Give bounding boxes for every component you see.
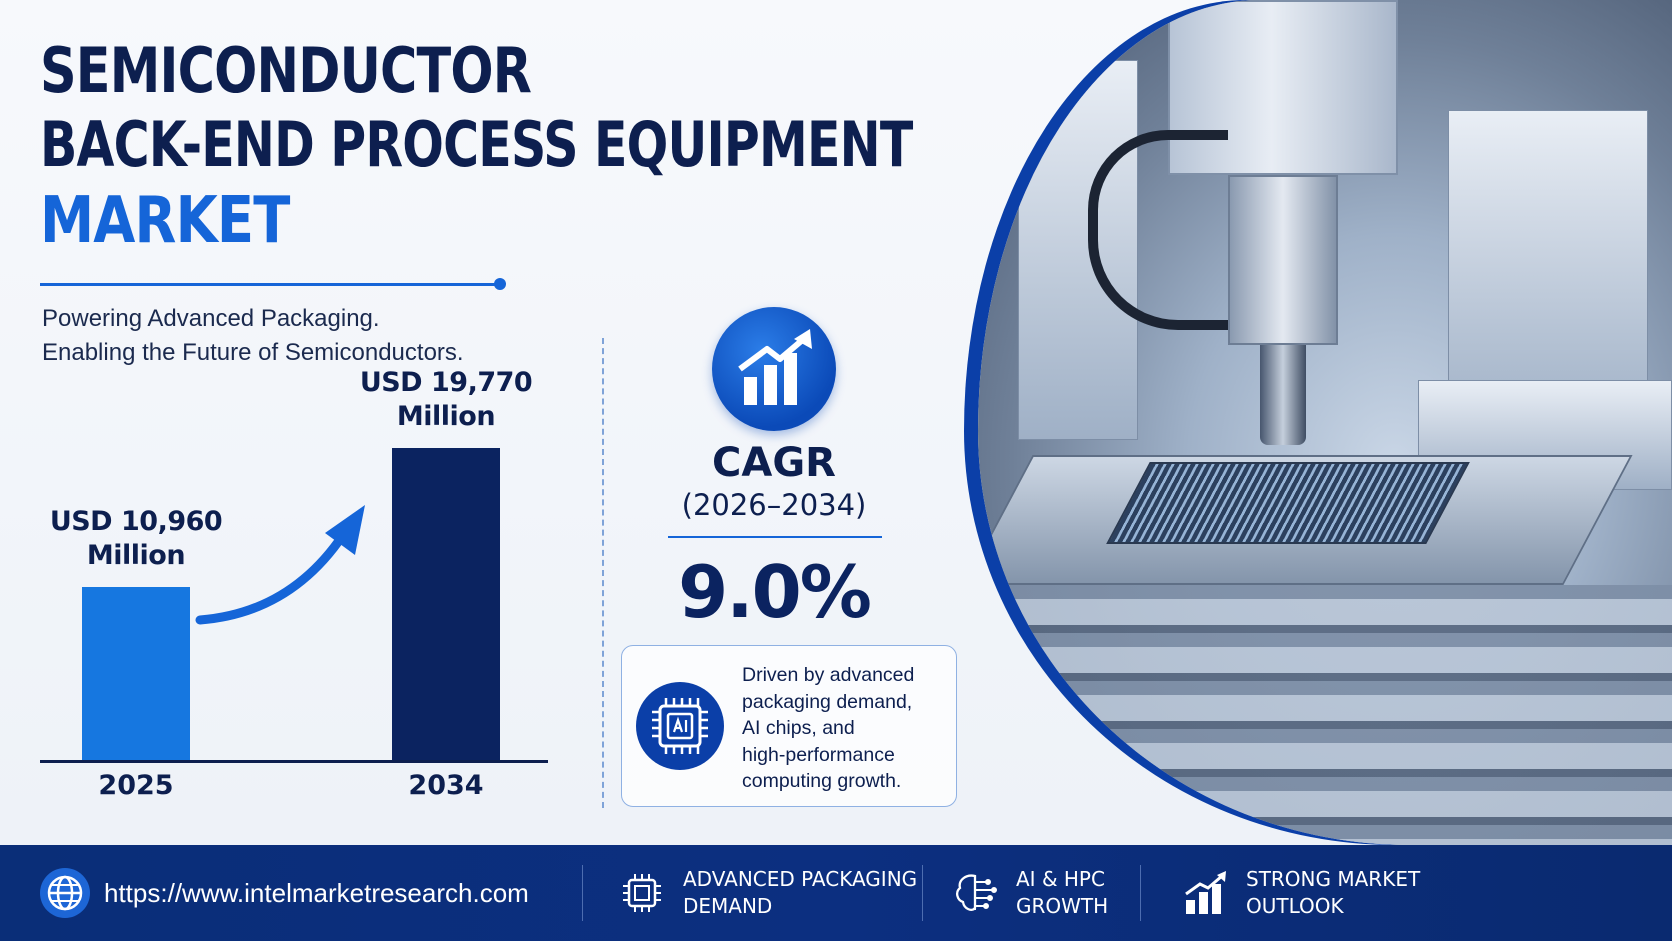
- brain-circuit-icon: [956, 874, 997, 911]
- wafer: [1106, 462, 1470, 544]
- cagr-divider: [668, 536, 882, 538]
- bar-2025: [82, 587, 190, 760]
- growth-arrow-icon: [195, 505, 365, 625]
- footer-label-line: DEMAND: [683, 894, 773, 918]
- footer-label-line: GROWTH: [1016, 894, 1109, 918]
- driver-line: high-performance: [742, 743, 895, 766]
- growth-driver-card: Driven by advanced packaging demand, AI …: [621, 645, 957, 807]
- bar-2034: [392, 448, 500, 760]
- bar-value-label-2034: USD 19,770 Million: [346, 366, 546, 434]
- title-line-2: BACK-END PROCESS EQUIPMENT: [40, 108, 913, 181]
- category-label-2034: 2034: [408, 770, 484, 801]
- bar-value-unit: Million: [396, 401, 496, 432]
- footer-separator: [922, 865, 923, 921]
- bar-chart-icon: [1185, 871, 1226, 914]
- section-divider: [602, 338, 604, 808]
- footer-item-ai-hpc: AI & HPC GROWTH: [948, 845, 1108, 941]
- chart-baseline: [40, 760, 548, 763]
- driver-line: AI chips, and: [742, 717, 855, 739]
- footer-item-market-outlook: STRONG MARKET OUTLOOK: [1178, 845, 1420, 941]
- cagr-value: 9.0%: [678, 550, 872, 634]
- footer-website: https://www.intelmarketresearch.com: [38, 845, 529, 941]
- category-label-2025: 2025: [98, 770, 174, 801]
- footer-bar: https://www.intelmarketresearch.com ADVA…: [0, 845, 1672, 941]
- footer-label-line: OUTLOOK: [1246, 894, 1344, 918]
- footer-label-line: ADVANCED PACKAGING: [683, 867, 918, 891]
- driver-line: computing growth.: [742, 770, 902, 792]
- footer-label: AI & HPC GROWTH: [1016, 866, 1108, 920]
- website-url[interactable]: https://www.intelmarketresearch.com: [104, 877, 529, 908]
- bar-value-amount: USD 19,770: [359, 367, 533, 398]
- footer-label: STRONG MARKET OUTLOOK: [1246, 866, 1420, 920]
- bar-value-label-2025: USD 10,960 Million: [36, 505, 236, 573]
- subtitle-line-2: Enabling the Future of Semiconductors.: [42, 339, 464, 366]
- footer-label: ADVANCED PACKAGING DEMAND: [683, 866, 917, 920]
- subtitle: Powering Advanced Packaging. Enabling th…: [42, 302, 464, 370]
- title-line-1: SEMICONDUCTOR: [40, 34, 532, 107]
- growth-driver-text: Driven by advanced packaging demand, AI …: [742, 662, 948, 795]
- globe-icon: [40, 868, 90, 918]
- footer-separator: [1140, 865, 1141, 921]
- driver-line: Driven by advanced: [742, 664, 915, 686]
- equipment-photo: [978, 0, 1672, 845]
- footer-item-advanced-packaging: ADVANCED PACKAGING DEMAND: [615, 845, 917, 941]
- bar-value-amount: USD 10,960: [49, 506, 223, 537]
- subtitle-line-1: Powering Advanced Packaging.: [42, 305, 380, 332]
- title-line-3: MARKET: [40, 184, 290, 258]
- footer-label-line: STRONG MARKET: [1246, 867, 1421, 891]
- growth-chart-icon: [712, 307, 836, 431]
- title-underline: [40, 283, 502, 286]
- bar-value-unit: Million: [86, 540, 186, 571]
- chip-icon: [623, 874, 661, 912]
- ai-chip-icon: [636, 682, 724, 770]
- cagr-period: (2026–2034): [681, 488, 867, 522]
- cagr-label: CAGR: [712, 440, 836, 486]
- footer-separator: [582, 865, 583, 921]
- title-underline-dot: [494, 278, 506, 290]
- footer-label-line: AI & HPC: [1016, 867, 1105, 891]
- driver-line: packaging demand,: [742, 690, 913, 713]
